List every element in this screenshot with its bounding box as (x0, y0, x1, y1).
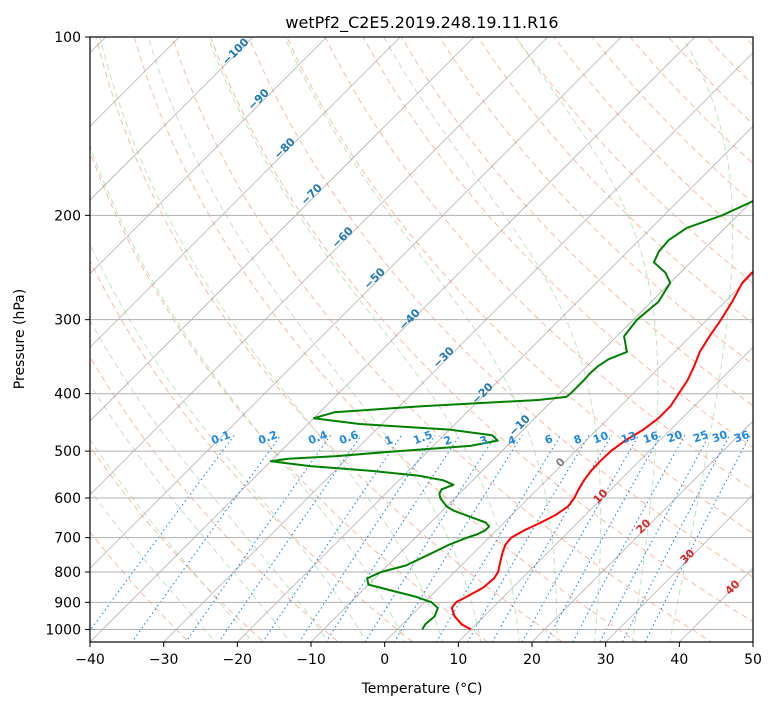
mixing-ratio-label: 10 (591, 429, 610, 447)
profile-series (269, 200, 753, 631)
x-tick-label: 20 (523, 652, 541, 668)
mixing-ratio-line (90, 434, 235, 632)
isotherm-line (457, 346, 753, 642)
mixing-ratio-line (435, 434, 562, 642)
moist-adiabat-line (90, 319, 329, 642)
x-axis-title: Temperature (°C) (361, 681, 483, 697)
mixing-ratio-label: 4 (506, 433, 518, 448)
dewpoint-profile-line (269, 200, 753, 630)
x-tick-label: 50 (744, 652, 762, 668)
mixing-ratio-label: 2 (442, 433, 454, 448)
y-tick-label: 100 (54, 30, 81, 46)
y-tick-label: 800 (54, 565, 81, 581)
mixing-ratio-label: 1 (383, 433, 395, 448)
mixing-ratio-label: 0.4 (306, 428, 329, 447)
dry-adiabat-line (133, 37, 638, 642)
y-tick-label: 400 (54, 387, 81, 403)
temperature-profile-line (450, 270, 753, 631)
x-tick-label: 0 (380, 652, 389, 668)
moist-adiabat-line (283, 37, 558, 642)
mixing-ratio-label: 25 (691, 428, 710, 445)
dry-adiabat-line (171, 37, 713, 642)
dry-adiabat-line (90, 150, 489, 642)
moist-adiabat-line (383, 37, 602, 642)
mixing-ratio-label: 1.5 (411, 428, 434, 447)
dry-adiabat-line (90, 259, 414, 642)
mixing-ratio-line (491, 434, 613, 642)
plot-frame (89, 36, 754, 643)
x-tick-label: −10 (296, 652, 326, 668)
isotherm-line (90, 37, 401, 348)
y-tick-label: 900 (54, 595, 81, 611)
isotherm-line (90, 37, 549, 496)
mixing-ratio-label: 30 (710, 428, 729, 446)
mixing-ratio-labels: 0.1 0.2 0.4 0.6 1 1.5 2 3 4 6 8 10 13 16 20 25 30 36 (209, 428, 751, 448)
isotherm-line (236, 125, 753, 642)
mixing-ratio-label: 20 (665, 428, 684, 446)
isotherm-line (90, 37, 696, 642)
y-tick-label: 500 (54, 444, 81, 460)
mixing-ratio-line (185, 434, 332, 642)
isotherm-line (310, 199, 753, 642)
x-tick-label: −30 (149, 652, 179, 668)
mixing-ratio-line (521, 434, 640, 642)
dry-adiabat-line (90, 356, 339, 642)
x-tick-label: −20 (223, 652, 253, 668)
moist-adiabat-line (207, 37, 520, 642)
pressure-gridlines (90, 37, 753, 630)
dry-adiabat-line (95, 37, 564, 642)
x-tick-label: −40 (75, 652, 105, 668)
mixing-ratio-line (325, 434, 461, 642)
mixing-ratio-line (545, 434, 662, 642)
dry-adiabat-line (324, 37, 753, 491)
x-tick-label: 30 (597, 652, 615, 668)
y-axis-ticks: 100 200 300 400 500 600 700 800 900 1000 (45, 30, 90, 638)
mixing-ratio-label: 6 (543, 432, 555, 447)
mixing-ratio-label: 0.1 (209, 428, 232, 447)
isotherm-line (90, 37, 328, 275)
mixing-ratio-line (218, 434, 362, 642)
mixing-ratio-line (262, 434, 403, 642)
y-tick-label: 700 (54, 531, 81, 547)
dry-adiabat-line (248, 37, 753, 578)
mixing-ratio-label: 36 (732, 428, 751, 446)
mixing-ratio-label: 0.2 (256, 428, 279, 447)
mixing-ratio-label: 3 (478, 433, 490, 448)
mixing-ratio-line (466, 434, 590, 642)
dry-adiabat-line (90, 531, 190, 642)
x-tick-label: 40 (670, 652, 688, 668)
y-tick-label: 600 (54, 491, 81, 507)
isotherm-line (605, 494, 753, 642)
y-tick-label: 1000 (45, 622, 81, 638)
dry-adiabat-line (515, 37, 753, 284)
isotherm-line (163, 52, 753, 642)
moist-adiabat-line (669, 37, 734, 642)
moist-adiabat-line (515, 37, 659, 642)
x-axis-ticks: −40 −30 −20 −10 0 10 20 30 40 50 (75, 642, 762, 668)
mixing-ratio-line (298, 434, 436, 642)
mixing-ratio-line (572, 434, 686, 642)
isotherm-line (90, 37, 254, 201)
y-tick-label: 200 (54, 208, 81, 224)
y-tick-label: 300 (54, 313, 81, 329)
mixing-ratio-label: 0.6 (337, 428, 360, 447)
y-axis-title: Pressure (hPa) (12, 289, 28, 389)
plot-area (90, 37, 753, 642)
isotherm-line (90, 37, 622, 569)
x-tick-label: 10 (449, 652, 467, 668)
mixing-ratio-label: 13 (619, 429, 638, 446)
mixing-ratio-line (131, 434, 282, 642)
isotherm-line (90, 37, 180, 127)
dry-adiabat-line (90, 445, 265, 642)
moist-adiabat-line (147, 37, 482, 642)
chart-title: wetPf2_C2E5.2019.248.19.11.R16 (285, 13, 558, 33)
isotherm-line (90, 37, 475, 422)
isotherm-line (531, 420, 753, 642)
isotherm-line (384, 273, 753, 642)
dry-adiabat-line (362, 37, 753, 449)
dry-adiabat-line (209, 37, 753, 623)
mixing-ratio-label: 16 (641, 429, 660, 447)
mixing-ratio-label: 8 (572, 432, 584, 447)
